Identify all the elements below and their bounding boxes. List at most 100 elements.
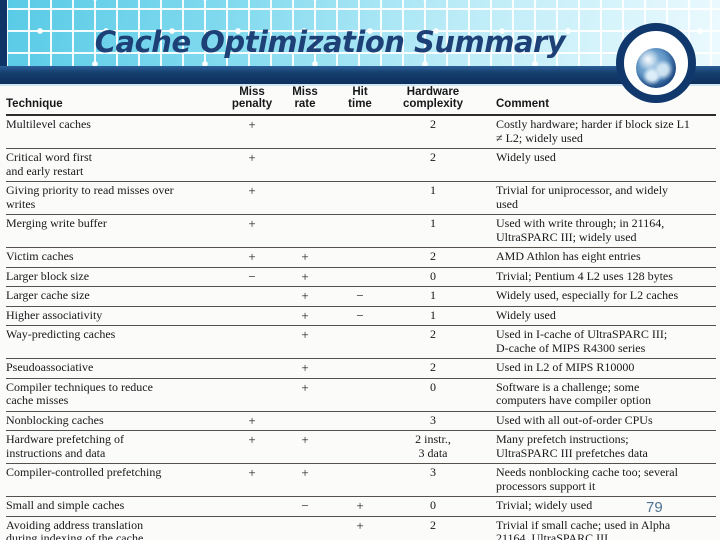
cache-optimization-table: Technique Miss penalty Miss rate Hit tim…	[6, 84, 716, 540]
hw-complexity-cell: 0	[388, 378, 478, 412]
technique-cell: Critical word first and early restart	[6, 148, 226, 182]
hw-complexity-cell: 2	[388, 115, 478, 149]
hit-time-cell	[332, 378, 388, 412]
table-row: Avoiding address translation during inde…	[6, 516, 716, 540]
logo-ring	[616, 23, 696, 103]
hw-complexity-cell: 1	[388, 181, 478, 215]
hw-complexity-cell: 1	[388, 306, 478, 326]
slide-header-banner	[0, 0, 720, 66]
hw-complexity-cell: 2 instr., 3 data	[388, 430, 478, 464]
technique-cell: Higher associativity	[6, 306, 226, 326]
miss-penalty-cell: +	[226, 430, 278, 464]
miss-rate-cell: +	[278, 306, 332, 326]
hw-complexity-cell: 3	[388, 463, 478, 497]
hw-complexity-cell: 1	[388, 286, 478, 307]
miss-rate-cell: +	[278, 463, 332, 497]
hw-complexity-cell: 3	[388, 411, 478, 431]
table-row: Hardware prefetching of instructions and…	[6, 430, 716, 464]
table-header-row: Technique Miss penalty Miss rate Hit tim…	[6, 84, 716, 116]
table-row: Way-predicting caches + 2 Used in I-cach…	[6, 325, 716, 359]
comment-cell: Used with all out-of-order CPUs	[478, 411, 716, 431]
miss-rate-cell: −	[278, 496, 332, 517]
miss-rate-cell	[278, 181, 332, 215]
comment-cell: Trivial; widely used	[478, 496, 716, 517]
table-row: Larger block size − + 0 Trivial; Pentium…	[6, 267, 716, 287]
comment-cell: AMD Athlon has eight entries	[478, 247, 716, 268]
table-row: Compiler techniques to reduce cache miss…	[6, 378, 716, 412]
miss-rate-cell	[278, 411, 332, 431]
comment-cell: Software is a challenge; some computers …	[478, 378, 716, 412]
table-row: Giving priority to read misses over writ…	[6, 181, 716, 215]
technique-cell: Pseudoassociative	[6, 358, 226, 379]
comment-cell: Trivial for uniprocessor, and widely use…	[478, 181, 716, 215]
technique-cell: Compiler-controlled prefetching	[6, 463, 226, 497]
globe-icon	[636, 48, 676, 88]
miss-rate-cell	[278, 516, 332, 540]
comment-cell: Used in L2 of MIPS R10000	[478, 358, 716, 379]
technique-cell: Larger block size	[6, 267, 226, 287]
table-row: Multilevel caches + 2 Costly hardware; h…	[6, 115, 716, 149]
comment-cell: Widely used, especially for L2 caches	[478, 286, 716, 307]
miss-penalty-cell: −	[226, 267, 278, 287]
hit-time-cell	[332, 148, 388, 182]
comment-cell: Widely used	[478, 148, 716, 182]
table-row: Pseudoassociative + 2 Used in L2 of MIPS…	[6, 358, 716, 379]
table-header: Technique Miss penalty Miss rate Hit tim…	[6, 84, 716, 116]
hit-time-cell	[332, 181, 388, 215]
hit-time-cell	[332, 115, 388, 149]
comment-cell: Used in I-cache of UltraSPARC III; D-cac…	[478, 325, 716, 359]
hit-time-cell	[332, 214, 388, 248]
table-row: Victim caches + + 2 AMD Athlon has eight…	[6, 247, 716, 268]
miss-penalty-cell: +	[226, 181, 278, 215]
page-title: Cache Optimization Summary	[94, 25, 566, 59]
table-row: Merging write buffer + 1 Used with write…	[6, 214, 716, 248]
table-row: Critical word first and early restart + …	[6, 148, 716, 182]
technique-cell: Small and simple caches	[6, 496, 226, 517]
miss-penalty-cell	[226, 358, 278, 379]
hit-time-cell	[332, 267, 388, 287]
header-left-accent	[0, 0, 7, 66]
hw-complexity-cell: 2	[388, 325, 478, 359]
miss-rate-cell	[278, 115, 332, 149]
comment-cell: Needs nonblocking cache too; several pro…	[478, 463, 716, 497]
miss-penalty-cell: +	[226, 115, 278, 149]
hit-time-cell	[332, 247, 388, 268]
technique-cell: Multilevel caches	[6, 115, 226, 149]
technique-cell: Victim caches	[6, 247, 226, 268]
table-row: Compiler-controlled prefetching + + 3 Ne…	[6, 463, 716, 497]
hw-complexity-cell: 2	[388, 516, 478, 540]
technique-cell: Hardware prefetching of instructions and…	[6, 430, 226, 464]
comment-cell: Used with write through; in 21164, Ultra…	[478, 214, 716, 248]
technique-cell: Way-predicting caches	[6, 325, 226, 359]
miss-penalty-cell	[226, 325, 278, 359]
miss-rate-cell	[278, 214, 332, 248]
hit-time-cell	[332, 411, 388, 431]
hw-complexity-cell: 2	[388, 148, 478, 182]
hit-time-cell	[332, 430, 388, 464]
hw-complexity-cell: 2	[388, 358, 478, 379]
technique-cell: Compiler techniques to reduce cache miss…	[6, 378, 226, 412]
miss-penalty-cell: +	[226, 247, 278, 268]
miss-rate-cell: +	[278, 325, 332, 359]
miss-penalty-cell: +	[226, 411, 278, 431]
miss-penalty-cell	[226, 496, 278, 517]
miss-penalty-cell: +	[226, 214, 278, 248]
miss-rate-cell: +	[278, 378, 332, 412]
table-row: Small and simple caches − + 0 Trivial; w…	[6, 496, 716, 517]
hit-time-cell: +	[332, 496, 388, 517]
miss-penalty-cell	[226, 516, 278, 540]
comment-cell: Costly hardware; harder if block size L1…	[478, 115, 716, 149]
miss-rate-cell	[278, 148, 332, 182]
miss-penalty-cell: +	[226, 463, 278, 497]
hit-time-cell: −	[332, 286, 388, 307]
table-row: Nonblocking caches + 3 Used with all out…	[6, 411, 716, 431]
miss-rate-cell: +	[278, 267, 332, 287]
slide-page-number: 79	[646, 499, 663, 516]
hit-time-cell	[332, 325, 388, 359]
hit-time-cell: −	[332, 306, 388, 326]
technique-cell: Larger cache size	[6, 286, 226, 307]
miss-penalty-cell	[226, 286, 278, 307]
miss-penalty-cell	[226, 378, 278, 412]
hit-time-cell: +	[332, 516, 388, 540]
